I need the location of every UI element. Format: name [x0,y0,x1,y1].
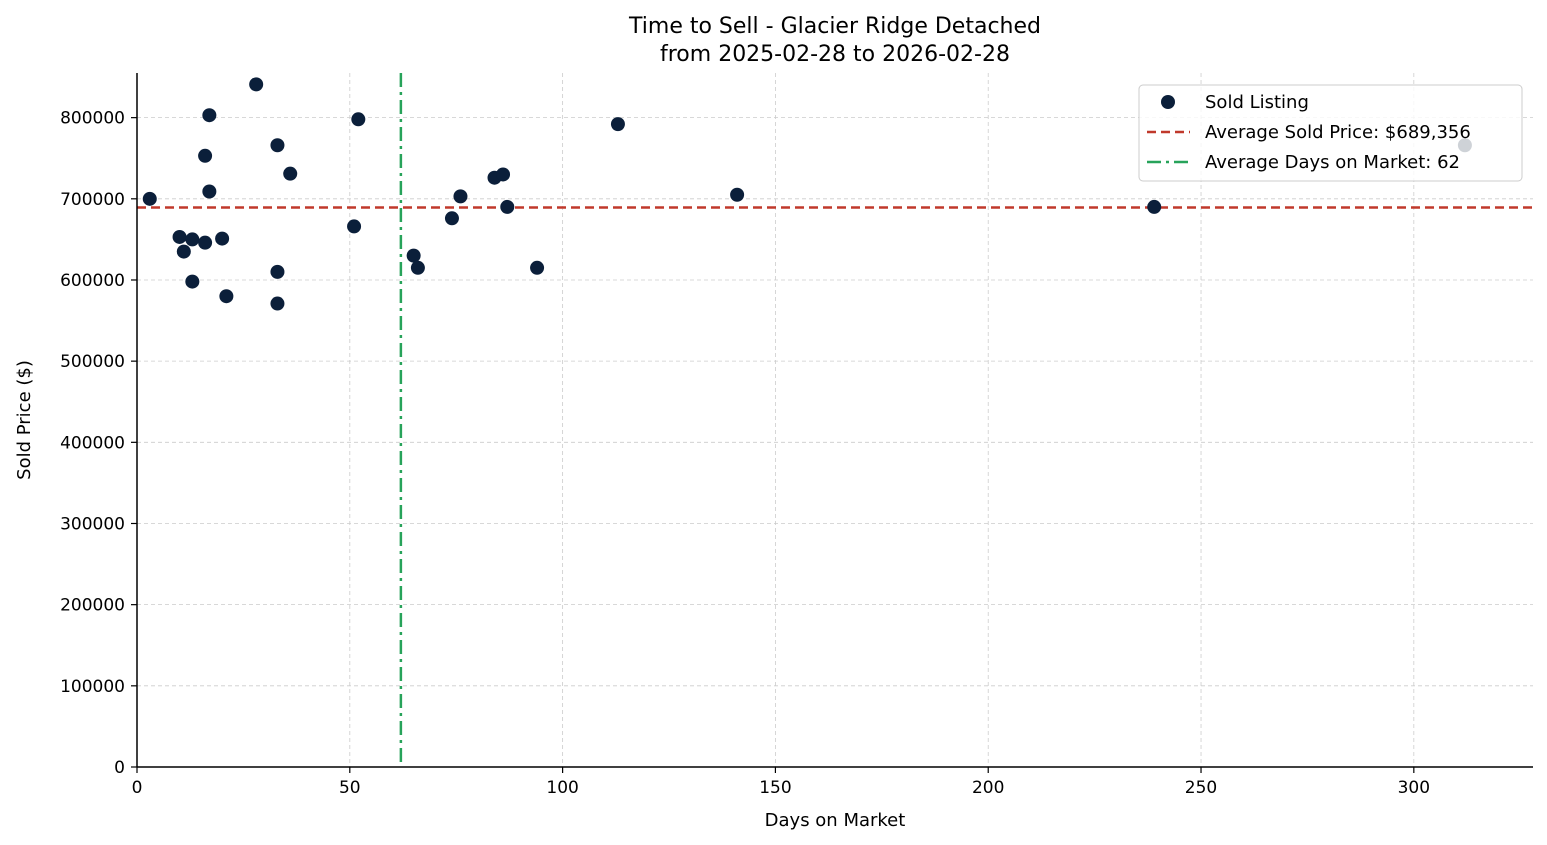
axes: 0 50 100 150 200 250 300 0 100000 200000 300000 400… [60,73,1533,798]
x-tick-label: 200 [972,778,1004,798]
data-point [453,189,468,204]
x-tick-label: 0 [132,778,143,798]
data-point [215,231,230,246]
data-point [410,260,425,275]
data-point [1147,199,1162,214]
y-axis-label: Sold Price ($) [14,360,35,480]
legend-marker-sold-listing [1161,95,1175,109]
data-point [198,235,213,250]
chart-title: Time to Sell - Glacier Ridge Detached [628,14,1041,39]
data-point [500,199,515,214]
data-point [172,229,187,244]
data-point [347,219,362,234]
data-point [610,117,625,132]
chart-subtitle: from 2025-02-28 to 2026-02-28 [660,42,1010,67]
y-tick-label: 200000 [60,596,125,616]
data-points [142,77,1472,311]
legend-label-avg-price: Average Sold Price: $689,356 [1205,122,1471,143]
x-tick-label: 50 [339,778,361,798]
legend-box [1138,84,1523,182]
data-point [730,187,745,202]
data-point [219,289,234,304]
legend: Sold Listing Average Sold Price: $689,35… [1138,84,1523,182]
x-tick-label: 250 [1185,778,1217,798]
y-tick-label: 300000 [60,514,125,534]
x-tick-label: 100 [546,778,578,798]
data-point [530,260,545,275]
legend-label-sold-listing: Sold Listing [1205,92,1309,113]
data-point [444,211,459,226]
y-tick-label: 0 [114,758,125,778]
legend-label-avg-days: Average Days on Market: 62 [1205,152,1460,173]
data-point [185,274,200,289]
y-tick-label: 800000 [60,109,125,129]
data-point [283,166,298,181]
x-axis-label: Days on Market [765,810,906,831]
y-tick-label: 400000 [60,433,125,453]
x-tick-label: 150 [759,778,791,798]
reference-lines [137,73,1533,767]
y-tick-label: 100000 [60,677,125,697]
data-point [198,148,213,163]
data-point [202,184,217,199]
data-point [270,264,285,279]
data-point [270,138,285,153]
data-point [496,167,511,182]
data-point [202,108,217,123]
data-point [351,112,366,127]
y-tick-label: 600000 [60,271,125,291]
data-point [270,296,285,311]
y-tick-label: 700000 [60,190,125,210]
data-point [185,232,200,247]
data-point [142,191,157,206]
data-point [249,77,264,92]
x-tick-label: 300 [1398,778,1430,798]
y-tick-label: 500000 [60,352,125,372]
data-point [176,244,191,259]
data-point [406,248,421,263]
